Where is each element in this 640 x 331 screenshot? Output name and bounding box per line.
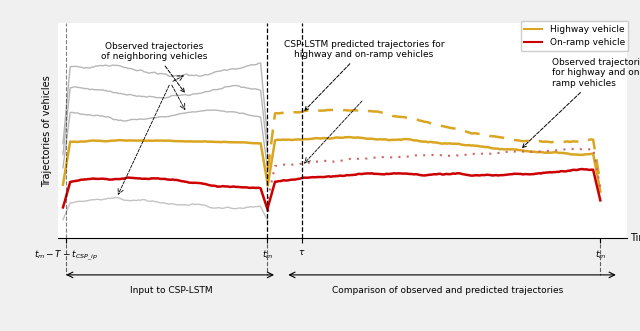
Y-axis label: Trajectories of vehicles: Trajectories of vehicles bbox=[42, 75, 52, 187]
Legend: Highway vehicle, On-ramp vehicle: Highway vehicle, On-ramp vehicle bbox=[520, 21, 628, 51]
Text: Input to CSP-LSTM: Input to CSP-LSTM bbox=[130, 286, 213, 295]
Text: Observed trajectories
of neighboring vehicles: Observed trajectories of neighboring veh… bbox=[101, 42, 207, 92]
Text: Comparison of observed and predicted trajectories: Comparison of observed and predicted tra… bbox=[332, 286, 563, 295]
Text: Time axis: Time axis bbox=[630, 233, 640, 243]
Text: Observed trajectories
for highway and on-
ramp vehicles: Observed trajectories for highway and on… bbox=[522, 58, 640, 148]
Text: CSP-LSTM predicted trajectories for
highway and on-ramp vehicles: CSP-LSTM predicted trajectories for high… bbox=[284, 40, 444, 110]
